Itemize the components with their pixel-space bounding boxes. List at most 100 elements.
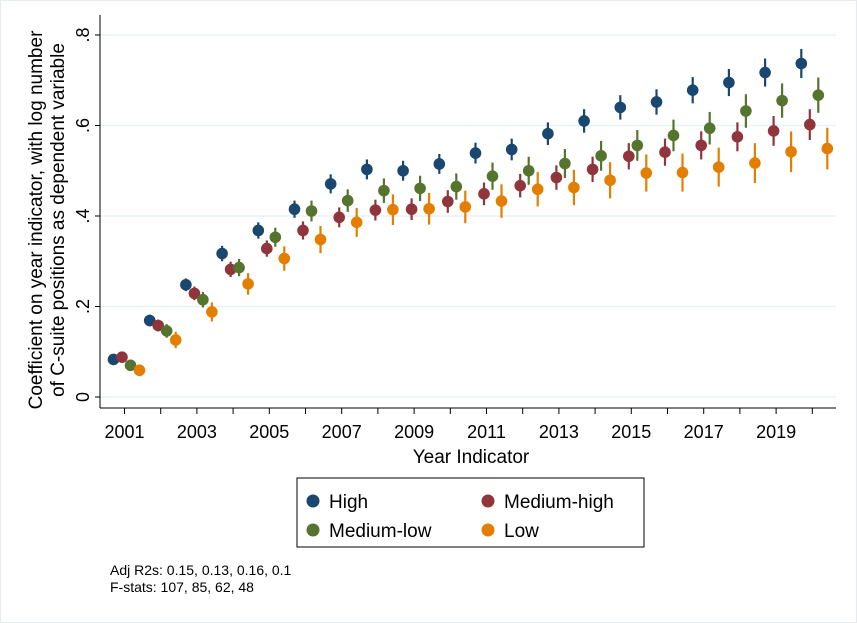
data-point xyxy=(640,167,653,179)
data-point xyxy=(116,351,128,363)
data-point xyxy=(361,163,373,176)
data-point xyxy=(495,195,508,207)
legend-label: High xyxy=(329,492,368,513)
data-series xyxy=(107,49,834,377)
data-point xyxy=(604,174,616,187)
data-point xyxy=(397,164,409,177)
data-point xyxy=(749,157,761,169)
x-tick-label: 2017 xyxy=(684,422,724,442)
data-point xyxy=(623,150,635,163)
data-point xyxy=(160,325,173,337)
legend-items: High Medium-high Medium-low Low xyxy=(306,492,614,542)
y-tick-label: .6 xyxy=(73,118,93,133)
series-low xyxy=(133,127,834,377)
legend-label: Low xyxy=(504,521,539,542)
data-point xyxy=(478,188,490,200)
data-point xyxy=(350,216,363,229)
y-ticks: 0 .2 .4 .6 .8 xyxy=(73,27,100,402)
y-tick-label: .4 xyxy=(73,208,93,223)
data-point xyxy=(405,203,418,216)
data-point xyxy=(723,76,735,89)
y-axis-title-line1: Coefficient on year indicator, with log … xyxy=(26,30,47,409)
data-point xyxy=(341,194,354,207)
x-tick-label: 2013 xyxy=(539,422,579,442)
data-point xyxy=(133,364,146,377)
data-point xyxy=(124,359,137,372)
data-point xyxy=(387,203,399,216)
x-tick-label: 2005 xyxy=(249,422,289,442)
data-point xyxy=(631,139,644,152)
data-point xyxy=(486,170,499,182)
data-point xyxy=(550,171,563,184)
legend-item: Medium-high xyxy=(481,492,614,513)
legend-box xyxy=(296,477,645,548)
x-tick-label: 2003 xyxy=(177,422,217,442)
series-medium-low xyxy=(124,77,825,372)
data-point xyxy=(269,231,282,244)
legend-marker xyxy=(481,523,495,537)
data-point xyxy=(206,306,218,318)
data-point xyxy=(369,204,382,216)
data-point xyxy=(261,242,273,255)
data-point xyxy=(614,101,627,114)
data-point xyxy=(522,164,535,177)
data-point xyxy=(180,278,192,291)
axes xyxy=(99,15,836,409)
data-point xyxy=(378,184,390,197)
data-point xyxy=(152,319,164,332)
y-tick-label: .2 xyxy=(73,299,93,314)
legend: High Medium-high Medium-low Low xyxy=(296,477,645,548)
data-point xyxy=(812,89,825,101)
data-point xyxy=(514,179,526,192)
x-tick-label: 2009 xyxy=(394,422,434,442)
data-point xyxy=(586,163,599,176)
data-point xyxy=(414,182,426,195)
data-point xyxy=(216,247,228,260)
series-medium-high xyxy=(116,109,816,363)
data-point xyxy=(785,145,797,158)
data-point xyxy=(233,261,245,274)
data-point xyxy=(731,131,744,143)
data-point xyxy=(595,150,607,162)
data-point xyxy=(821,142,834,155)
series-high xyxy=(107,49,808,366)
x-tick-label: 2019 xyxy=(756,422,796,442)
data-point xyxy=(703,122,716,135)
data-point xyxy=(333,211,346,224)
data-point xyxy=(695,139,707,152)
data-point xyxy=(531,183,544,196)
x-tick-label: 2007 xyxy=(322,422,362,442)
chart-notes: Adj R2s: 0.15, 0.13, 0.16, 0.1 F-stats: … xyxy=(110,562,292,595)
data-point xyxy=(578,115,590,127)
data-point xyxy=(559,157,571,170)
data-point xyxy=(469,147,482,159)
x-axis-title: Year Indicator xyxy=(413,447,530,468)
data-point xyxy=(767,125,780,137)
x-ticks: 2001 2003 2005 2007 2009 2011 2013 2015 2017 2019 xyxy=(104,408,813,442)
data-point xyxy=(759,66,771,79)
data-point xyxy=(650,96,663,108)
data-point xyxy=(740,105,752,117)
legend-item: High xyxy=(306,492,368,513)
data-point xyxy=(542,127,554,140)
legend-label: Medium-high xyxy=(504,492,614,513)
data-point xyxy=(197,293,209,306)
data-point xyxy=(686,84,699,97)
x-tick-label: 2011 xyxy=(467,422,506,442)
gridlines xyxy=(100,34,836,398)
data-point xyxy=(252,224,265,237)
data-point xyxy=(776,94,788,107)
data-point xyxy=(804,118,816,131)
x-tick-label: 2015 xyxy=(611,422,651,442)
data-point xyxy=(288,203,301,216)
data-point xyxy=(423,202,435,215)
legend-label: Medium-low xyxy=(329,521,432,542)
data-point xyxy=(278,252,291,265)
data-point xyxy=(297,224,309,237)
x-tick-label: 2001 xyxy=(104,422,144,442)
data-point xyxy=(314,233,327,246)
data-point xyxy=(459,201,472,213)
data-point xyxy=(188,287,201,300)
data-point xyxy=(324,178,337,190)
data-point xyxy=(505,143,518,156)
